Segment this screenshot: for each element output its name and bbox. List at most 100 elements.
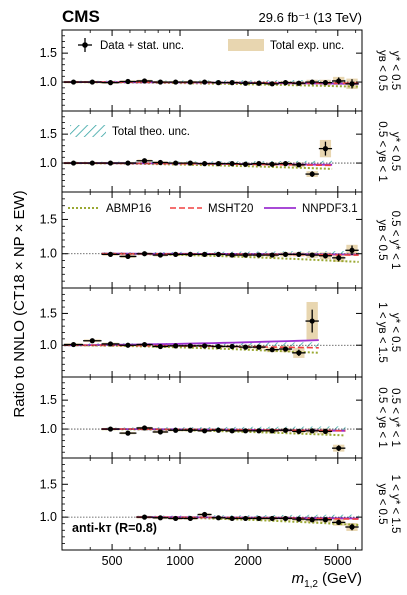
y-axis-label: Ratio to NNLO (CT18 × NP × EW) bbox=[11, 190, 28, 417]
data-point bbox=[119, 253, 137, 260]
data-point bbox=[252, 80, 266, 86]
data-point bbox=[211, 515, 226, 521]
data-marker bbox=[157, 252, 163, 258]
data-marker bbox=[282, 161, 289, 167]
data-marker bbox=[256, 344, 262, 350]
data-marker bbox=[157, 343, 163, 350]
data-point bbox=[332, 254, 346, 262]
data-marker bbox=[173, 79, 179, 85]
legend-data-label: Data + stat. unc. bbox=[100, 40, 184, 52]
data-marker bbox=[269, 515, 275, 522]
panel-5: 1.0 1.5 0.5 < y* < 10.5 < yʙ < 1 bbox=[40, 376, 401, 459]
panel-2: 1.0 1.5 y* < 0.50.5 < yʙ < 1 bbox=[40, 110, 401, 193]
data-point bbox=[265, 252, 279, 258]
data-marker bbox=[269, 161, 275, 167]
data-point bbox=[252, 252, 266, 258]
data-marker bbox=[215, 343, 222, 350]
data-marker bbox=[242, 428, 249, 434]
data-marker bbox=[107, 80, 114, 86]
legend-data-exp: Data + stat. unc. Total exp. unc. bbox=[78, 38, 344, 52]
data-marker bbox=[309, 318, 315, 324]
data-marker bbox=[336, 519, 342, 526]
data-point bbox=[136, 425, 153, 431]
data-marker bbox=[125, 160, 131, 166]
panel-frame bbox=[61, 376, 363, 459]
data-marker bbox=[349, 247, 355, 253]
data-point bbox=[63, 341, 84, 348]
data-marker bbox=[309, 428, 315, 434]
data-marker bbox=[309, 79, 315, 85]
y-tick-label: 1.5 bbox=[40, 127, 57, 141]
data-marker bbox=[89, 79, 95, 85]
bin-label-ystar: y* < 0.5 bbox=[389, 51, 401, 90]
data-point bbox=[292, 80, 306, 86]
panel-plot-area bbox=[62, 425, 362, 452]
data-marker bbox=[296, 516, 302, 522]
data-point bbox=[332, 445, 346, 452]
data-marker bbox=[349, 81, 355, 87]
data-marker bbox=[107, 251, 114, 257]
data-point bbox=[183, 343, 198, 349]
bin-label-yboost: yʙ < 0.5 bbox=[376, 50, 388, 91]
data-marker bbox=[173, 343, 179, 349]
data-point bbox=[318, 428, 333, 434]
panel-frame bbox=[61, 110, 363, 193]
y-tick-label: 1.0 bbox=[40, 247, 57, 261]
data-marker bbox=[296, 251, 302, 257]
y-tick-label: 1.5 bbox=[40, 306, 57, 320]
data-marker bbox=[282, 427, 289, 433]
data-marker bbox=[70, 341, 77, 348]
data-point bbox=[252, 344, 266, 350]
data-marker bbox=[322, 80, 329, 86]
data-marker bbox=[229, 515, 235, 522]
bin-label-ystar: y* < 0.5 bbox=[389, 132, 401, 171]
bin-label-ystar: 0.5 < y* < 1 bbox=[389, 388, 401, 447]
data-marker bbox=[141, 341, 148, 348]
data-marker bbox=[141, 425, 148, 431]
data-marker bbox=[242, 252, 249, 258]
experiment-label: CMS bbox=[62, 7, 100, 26]
data-marker bbox=[256, 515, 262, 522]
data-marker bbox=[336, 255, 342, 261]
data-marker bbox=[157, 429, 163, 435]
data-point bbox=[318, 80, 333, 86]
data-point bbox=[211, 343, 226, 350]
data-point bbox=[305, 309, 319, 333]
data-marker bbox=[269, 252, 275, 258]
data-point bbox=[197, 343, 212, 349]
bin-label-yboost: 0.5 < yʙ < 1 bbox=[376, 387, 388, 447]
data-marker bbox=[107, 341, 114, 347]
data-point bbox=[83, 160, 102, 166]
panel-1: 1.0 1.5 y* < 0.5yʙ < 0.5 bbox=[40, 29, 401, 112]
data-marker bbox=[269, 428, 275, 434]
data-marker bbox=[187, 79, 193, 85]
panel-frame bbox=[61, 457, 363, 551]
data-point bbox=[101, 251, 120, 257]
data-marker bbox=[229, 161, 235, 167]
data-marker bbox=[282, 251, 289, 257]
data-point bbox=[197, 161, 212, 167]
data-marker bbox=[322, 428, 329, 434]
bin-label: y* < 0.5yʙ < 0.5 bbox=[376, 50, 401, 91]
data-point bbox=[292, 349, 306, 357]
data-marker bbox=[215, 515, 222, 521]
data-marker bbox=[173, 427, 179, 433]
data-marker bbox=[256, 161, 262, 167]
data-marker bbox=[322, 146, 329, 152]
x-axis-label: m1,2 (GeV) bbox=[292, 570, 362, 590]
data-point bbox=[183, 79, 198, 85]
data-point bbox=[278, 161, 293, 167]
data-point bbox=[305, 428, 319, 434]
data-marker bbox=[125, 342, 131, 348]
data-marker bbox=[256, 80, 262, 86]
data-point bbox=[345, 245, 359, 256]
data-marker bbox=[229, 252, 235, 258]
data-marker bbox=[70, 79, 77, 85]
data-marker bbox=[215, 80, 222, 86]
data-marker bbox=[242, 515, 249, 522]
data-point bbox=[225, 161, 239, 167]
data-point bbox=[278, 80, 293, 86]
bin-label-yboost: yʙ < 0.5 bbox=[376, 484, 388, 525]
data-marker bbox=[349, 524, 355, 530]
